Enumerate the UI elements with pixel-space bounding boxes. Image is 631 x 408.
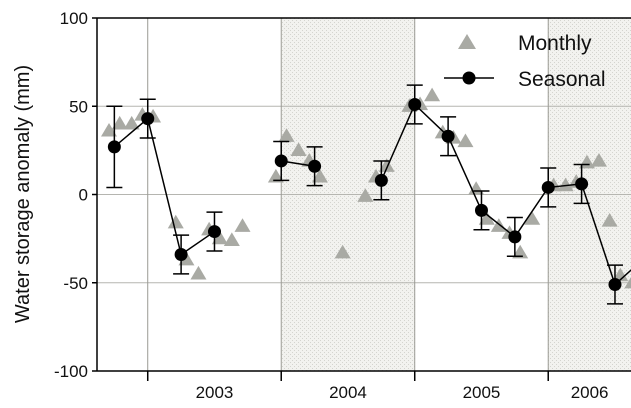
seasonal-point — [408, 97, 422, 111]
monthly-point — [457, 133, 474, 148]
monthly-point — [512, 244, 529, 259]
monthly-point — [357, 188, 374, 202]
seasonal-series — [106, 84, 631, 305]
x-year-label: 2004 — [329, 383, 367, 402]
monthly-point — [190, 265, 207, 280]
seasonal-point — [107, 140, 121, 154]
legend-seasonal-label: Seasonal — [518, 68, 606, 91]
monthly-point — [624, 277, 631, 289]
monthly-point — [601, 212, 618, 227]
monthly-point — [167, 214, 184, 229]
monthly-point — [111, 115, 128, 130]
monthly-point — [590, 152, 607, 167]
monthly-point — [123, 115, 140, 130]
y-tick-labels: 100 50 0 -50 -100 — [54, 9, 88, 381]
seasonal-point — [174, 248, 188, 262]
x-year-label: 2006 — [571, 383, 609, 402]
seasonal-point — [141, 112, 155, 126]
legend: Monthly Seasonal — [444, 32, 606, 91]
x-year-labels: 2003 2004 2005 2006 — [196, 383, 609, 402]
monthly-point — [223, 232, 240, 246]
seasonal-line — [113, 117, 215, 256]
y-axis-title: Water storage anomaly (mm) — [12, 65, 34, 323]
y-tick-label: 50 — [69, 97, 88, 116]
seasonal-point — [575, 177, 589, 191]
seasonal-point — [308, 159, 322, 173]
monthly-point — [211, 230, 228, 245]
legend-monthly-marker — [458, 34, 476, 49]
monthly-point — [101, 122, 118, 137]
seasonal-point — [441, 129, 455, 143]
monthly-point — [178, 251, 195, 266]
monthly-point — [478, 211, 495, 225]
y-tick-label: -50 — [63, 274, 88, 293]
seasonal-point — [474, 203, 488, 217]
monthly-point — [424, 87, 441, 102]
monthly-point — [311, 168, 328, 183]
legend-monthly-label: Monthly — [518, 32, 592, 55]
y-tick-label: 0 — [79, 186, 88, 205]
y-tick-label: -100 — [54, 362, 88, 381]
monthly-point — [267, 168, 284, 183]
monthly-point — [378, 158, 395, 172]
seasonal-point — [508, 230, 522, 244]
legend-seasonal-marker — [462, 71, 476, 85]
monthly-point — [234, 218, 251, 232]
axes — [92, 17, 631, 381]
seasonal-point — [374, 173, 388, 187]
seasonal-point — [207, 225, 221, 239]
x-year-label: 2003 — [196, 383, 234, 402]
seasonal-point — [541, 180, 555, 194]
monthly-point — [612, 267, 629, 282]
x-year-label: 2005 — [463, 383, 501, 402]
seasonal-point — [608, 278, 622, 292]
monthly-point — [524, 211, 541, 225]
seasonal-point — [274, 154, 288, 168]
monthly-point — [290, 142, 307, 156]
y-tick-label: 100 — [60, 9, 88, 28]
monthly-point — [557, 177, 574, 192]
monthly-point — [278, 128, 295, 142]
monthly-point — [334, 244, 351, 259]
